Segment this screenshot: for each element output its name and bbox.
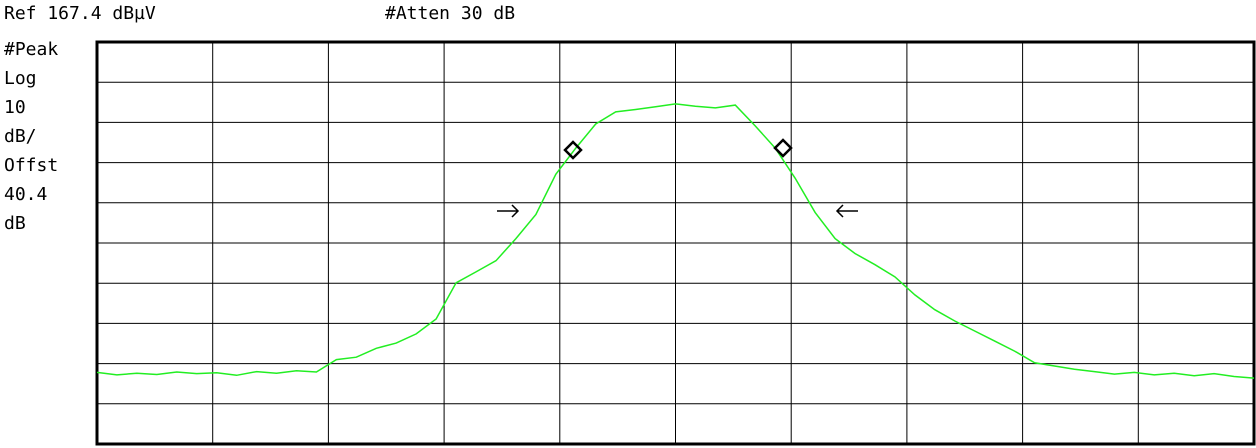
- attenuation: #Atten 30 dB: [385, 3, 515, 24]
- annotations: [563, 138, 793, 160]
- trace-layer: [96, 103, 1255, 379]
- trace-line: [96, 103, 1255, 379]
- marker-diamond: [563, 140, 583, 160]
- arrow-left: [835, 204, 858, 218]
- graticule-border: [95, 40, 1256, 446]
- side-label: dB: [4, 213, 26, 234]
- side-panel: #Peak Log 10 dB/Offst 40.4 dB: [4, 39, 58, 234]
- side-label: #Peak: [4, 39, 58, 60]
- side-label: dB/: [4, 126, 37, 147]
- side-label: Offst: [4, 155, 58, 176]
- arrow-right: [497, 204, 520, 218]
- side-label: 10: [4, 97, 26, 118]
- arrows: [497, 204, 858, 218]
- ref-level: Ref 167.4 dBµV: [4, 3, 156, 24]
- graticule: [95, 40, 1256, 446]
- side-label: 40.4: [4, 184, 47, 205]
- side-label: Log: [4, 68, 37, 89]
- marker-diamond: [773, 138, 793, 158]
